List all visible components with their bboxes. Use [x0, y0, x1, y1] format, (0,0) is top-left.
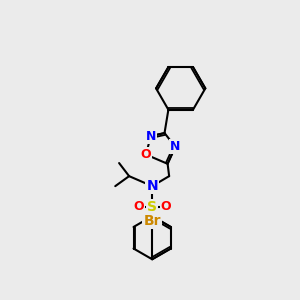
Text: S: S — [147, 200, 157, 214]
Text: O: O — [161, 200, 171, 213]
Text: Br: Br — [143, 214, 161, 228]
Text: N: N — [146, 179, 158, 193]
Text: N: N — [170, 140, 181, 153]
Text: O: O — [141, 148, 152, 161]
Text: O: O — [133, 200, 144, 213]
Text: N: N — [146, 130, 156, 142]
